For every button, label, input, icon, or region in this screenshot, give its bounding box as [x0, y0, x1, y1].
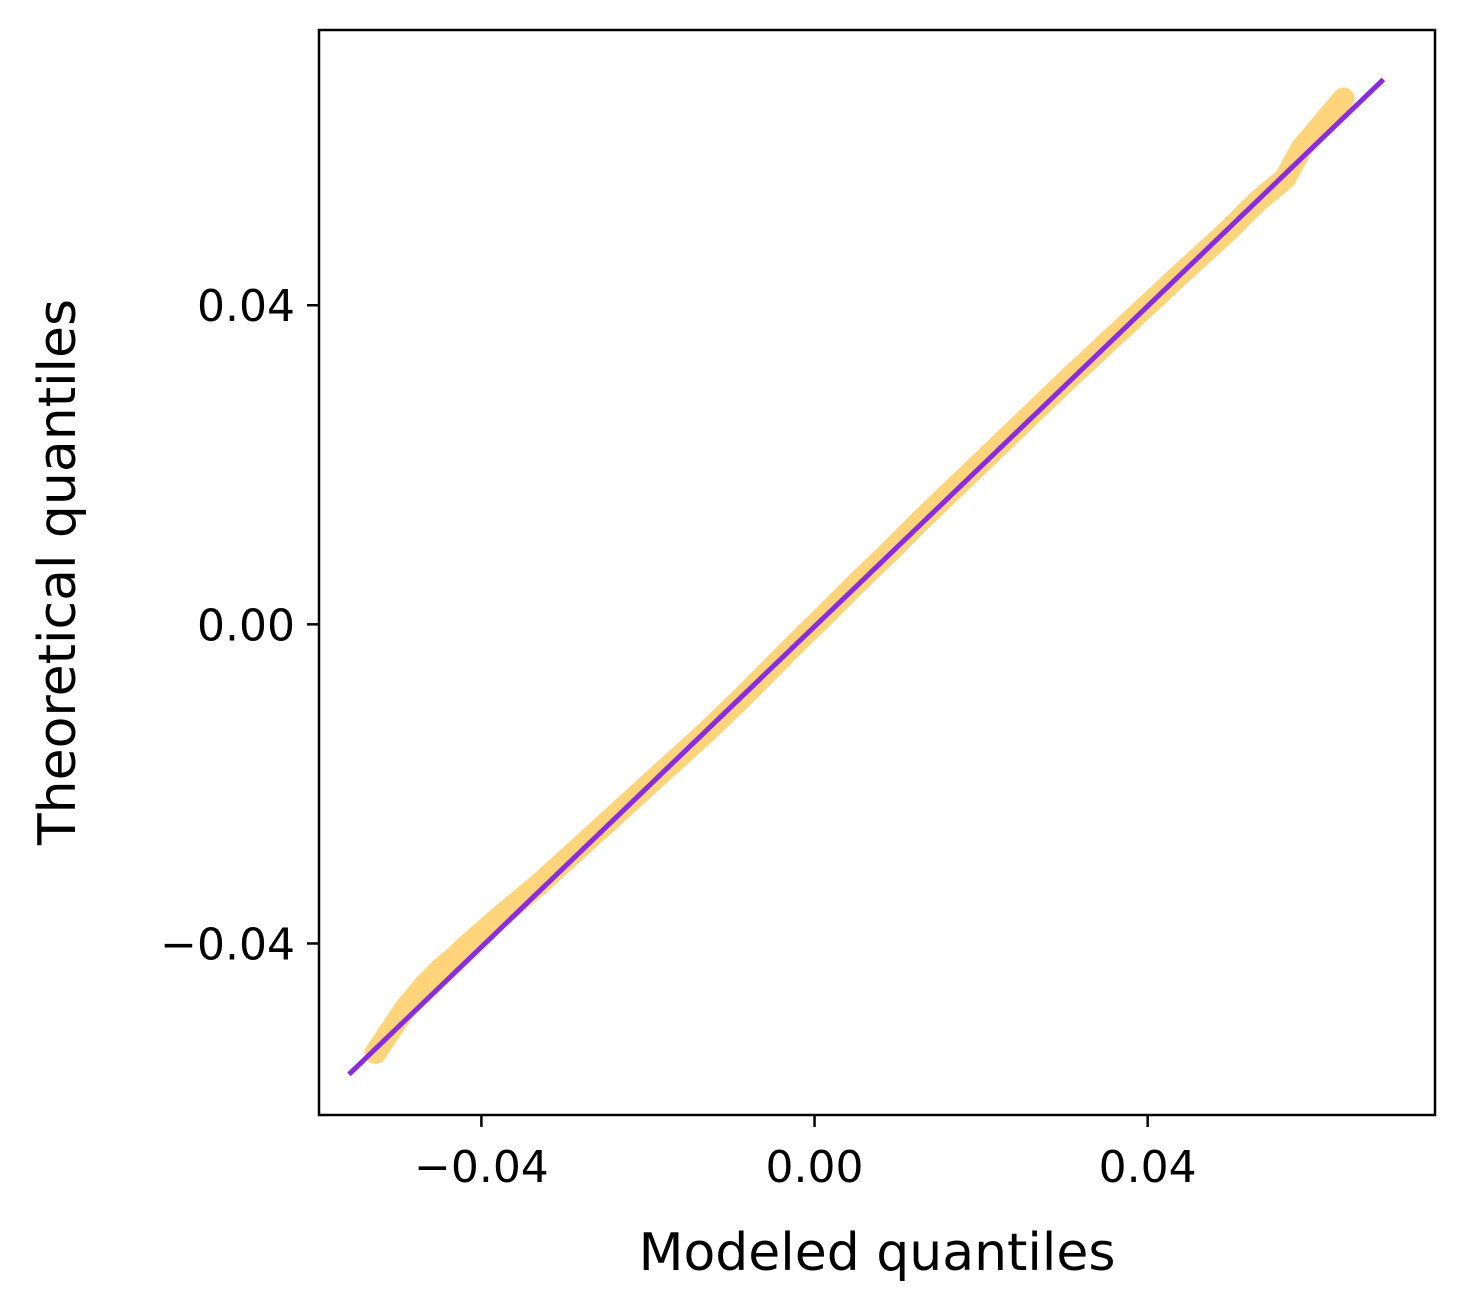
- data-point: [1332, 87, 1355, 110]
- y-axis-ticks: −0.04 0.00 0.04: [160, 281, 319, 970]
- data-point: [562, 842, 585, 865]
- data-point: [578, 827, 601, 850]
- data-point: [413, 973, 436, 996]
- data-point: [545, 857, 568, 880]
- y-axis-label: Theoretical quantiles: [28, 299, 88, 846]
- data-point: [978, 443, 1001, 466]
- data-point: [595, 812, 618, 835]
- y-tick-label: −0.04: [160, 919, 295, 970]
- x-tick-label: 0.00: [766, 1142, 864, 1193]
- data-point: [961, 459, 984, 482]
- data-point: [995, 427, 1018, 450]
- data-point: [1011, 411, 1034, 434]
- data-point: [528, 872, 551, 895]
- data-point: [1274, 167, 1297, 190]
- data-point: [1028, 395, 1051, 418]
- y-tick-label: 0.00: [197, 600, 295, 651]
- x-axis-ticks: −0.04 0.00 0.04: [414, 1115, 1197, 1193]
- data-point: [911, 507, 934, 530]
- data-point: [364, 1041, 387, 1064]
- plot-frame: [317, 28, 1437, 1117]
- x-axis-label: Modeled quantiles: [639, 1223, 1116, 1283]
- data-point: [928, 491, 951, 514]
- y-tick-label: 0.04: [197, 281, 295, 332]
- x-tick-label: −0.04: [414, 1142, 549, 1193]
- reference-line-layer: [347, 77, 1386, 1077]
- x-tick-label: 0.04: [1099, 1142, 1197, 1193]
- reference-line: [347, 77, 1386, 1077]
- data-point: [945, 475, 968, 498]
